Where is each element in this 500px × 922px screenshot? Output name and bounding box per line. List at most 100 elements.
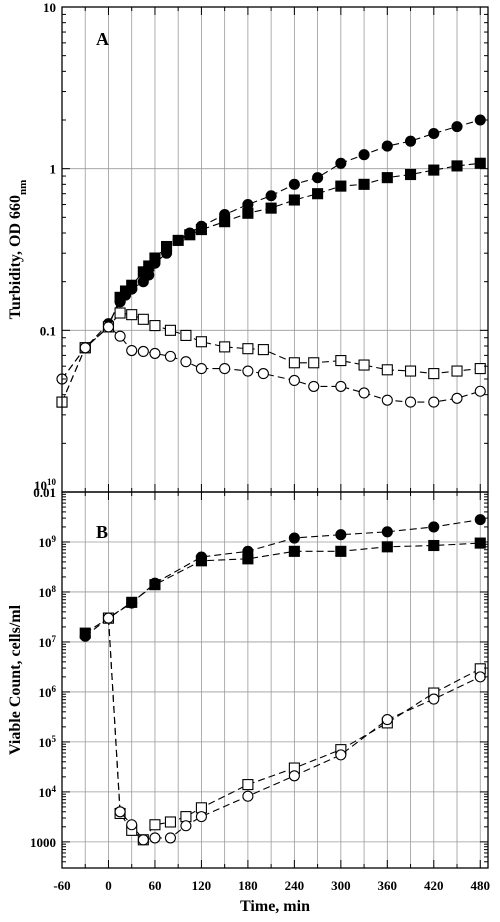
- data-point: [137, 834, 149, 846]
- x-tick-label: 420: [424, 878, 444, 893]
- series-line: [107, 618, 481, 841]
- y-tick-label-exponent: 7: [52, 634, 57, 644]
- y-tick-label-mantissa: 10: [39, 635, 52, 650]
- panel-b-grid: [62, 492, 488, 868]
- y-tick-label-exponent: 4: [52, 784, 57, 794]
- data-point: [180, 356, 192, 368]
- data-point: [335, 157, 347, 169]
- y-tick-label: 105: [39, 734, 57, 750]
- panel-b-y-axis-title: Viable Count, cells/ml: [7, 604, 24, 755]
- data-point: [242, 790, 254, 802]
- x-tick-label: 0: [105, 878, 112, 893]
- panel-a-y-axis-title: Turbidity, OD 660nm: [7, 180, 29, 320]
- x-tick-label: 360: [378, 878, 398, 893]
- panel-a-grid: [62, 7, 488, 492]
- y-tick-label: 106: [39, 684, 57, 700]
- y-tick-label-mantissa: 10: [34, 478, 47, 493]
- x-axis-title: Time, min: [240, 898, 310, 915]
- data-point: [358, 149, 370, 161]
- data-point: [149, 819, 161, 831]
- data-point: [428, 521, 440, 533]
- y-tick-label-exponent: 5: [52, 734, 57, 744]
- data-point: [381, 541, 393, 553]
- data-point: [257, 368, 269, 380]
- data-point: [149, 320, 161, 332]
- data-point: [288, 374, 300, 386]
- data-point: [308, 357, 320, 369]
- data-point: [335, 529, 347, 541]
- data-point: [195, 811, 207, 823]
- panel-a-frame: [61, 6, 489, 493]
- x-tick-label: 120: [192, 878, 212, 893]
- data-point: [149, 832, 161, 844]
- data-point: [257, 344, 269, 356]
- y-tick-label-mantissa: 10: [39, 785, 52, 800]
- data-point: [428, 396, 440, 408]
- data-point: [242, 365, 254, 377]
- data-point: [219, 363, 231, 375]
- data-point: [172, 234, 184, 246]
- data-point: [312, 188, 324, 200]
- panel-b-label: B: [96, 522, 108, 542]
- data-point: [474, 157, 486, 169]
- x-axis-tick-labels: -60 0 60 120 180 240 300 360 420 480: [53, 878, 490, 893]
- y-tick-label: 1000: [30, 835, 56, 850]
- data-point: [242, 343, 254, 355]
- data-point: [102, 612, 115, 624]
- x-tick-label: 480: [471, 878, 491, 893]
- data-point: [161, 240, 173, 253]
- data-point: [195, 224, 207, 236]
- data-point: [428, 368, 440, 380]
- data-point: [358, 359, 370, 371]
- y-tick-label-mantissa: 10: [39, 685, 52, 700]
- y-tick-label-exponent: 8: [52, 584, 57, 594]
- series-line: [61, 312, 481, 403]
- data-point: [288, 545, 300, 557]
- panel-a-turbidity: 0.01 0.1 1 10 A Turbidity, OD 660nm: [7, 0, 489, 500]
- data-point: [180, 820, 192, 832]
- data-point: [335, 749, 347, 761]
- data-point: [242, 553, 254, 565]
- data-point: [404, 168, 417, 181]
- data-point: [381, 714, 393, 726]
- data-point: [126, 309, 138, 321]
- data-point: [335, 180, 347, 192]
- data-point: [381, 140, 393, 152]
- panel-a-label: A: [96, 29, 109, 49]
- panel-b-frame: [61, 491, 489, 869]
- data-point: [428, 127, 440, 140]
- data-point: [428, 693, 440, 705]
- x-tick-label: 240: [285, 878, 305, 893]
- data-point: [149, 252, 161, 264]
- data-point: [164, 832, 176, 844]
- y-tick-label: 0.1: [40, 323, 56, 338]
- y-tick-label-exponent: 10: [47, 477, 57, 487]
- series-line: [61, 326, 481, 403]
- data-point: [126, 344, 138, 357]
- data-point: [137, 313, 149, 325]
- data-point: [381, 394, 393, 406]
- data-point: [335, 355, 347, 367]
- data-point: [242, 207, 254, 219]
- data-point: [451, 121, 463, 133]
- data-point: [428, 539, 440, 552]
- y-tick-label: 10: [43, 0, 56, 15]
- series-line: [84, 519, 481, 637]
- y-tick-label: 108: [39, 584, 57, 600]
- panel-a-ticks: 0.01 0.1 1 10: [33, 0, 488, 500]
- data-point: [79, 342, 91, 354]
- y-tick-label: 1: [50, 162, 57, 177]
- data-point: [474, 537, 486, 549]
- panel-a-y-axis-title-main: Turbidity, OD 660: [7, 195, 24, 319]
- data-point: [288, 357, 300, 369]
- x-tick-label: 300: [331, 878, 351, 893]
- data-point: [358, 178, 370, 190]
- data-point: [114, 307, 126, 319]
- data-point: [114, 806, 126, 818]
- data-point: [114, 330, 126, 342]
- data-point: [288, 770, 300, 782]
